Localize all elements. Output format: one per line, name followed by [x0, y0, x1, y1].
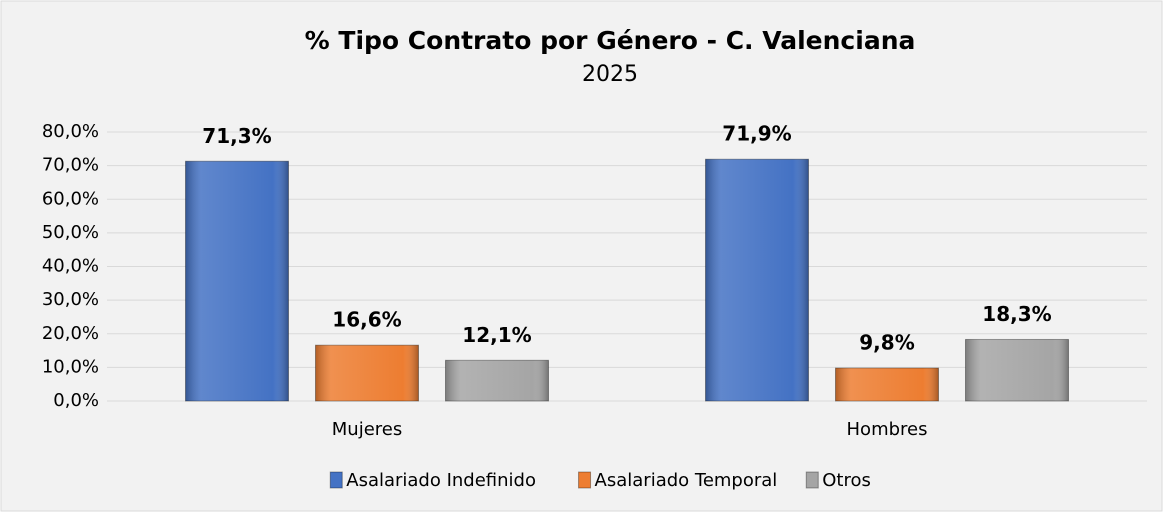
x-tick-label: Hombres: [847, 419, 928, 440]
y-tick-label: 20,0%: [42, 323, 99, 344]
legend-swatch: [578, 471, 592, 489]
bar: [705, 158, 809, 402]
y-tick-label: 60,0%: [42, 188, 99, 209]
bar: [315, 344, 419, 402]
chart-subtitle: 2025: [582, 62, 638, 87]
legend-label: Otros: [822, 470, 871, 491]
x-tick-label: Mujeres: [332, 419, 402, 440]
data-label: 18,3%: [982, 302, 1051, 326]
bar: [185, 160, 289, 402]
data-label: 9,8%: [859, 331, 914, 355]
y-tick-label: 80,0%: [42, 121, 99, 142]
bar: [835, 367, 939, 402]
legend-label: Asalariado Indefinido: [346, 470, 536, 491]
y-tick-label: 10,0%: [42, 356, 99, 377]
y-tick-label: 50,0%: [42, 222, 99, 243]
chart-title: % Tipo Contrato por Género - C. Valencia…: [305, 26, 916, 55]
data-label: 71,9%: [722, 122, 791, 146]
y-tick-label: 70,0%: [42, 155, 99, 176]
bar: [965, 338, 1069, 402]
legend-label: Asalariado Temporal: [595, 470, 778, 491]
data-label: 12,1%: [462, 323, 531, 347]
bar: [445, 359, 549, 402]
data-label: 16,6%: [332, 308, 401, 332]
y-tick-label: 30,0%: [42, 289, 99, 310]
legend-swatch: [805, 471, 819, 489]
legend-swatch: [329, 471, 343, 489]
data-label: 71,3%: [202, 124, 271, 148]
y-tick-label: 0,0%: [53, 390, 99, 411]
y-tick-label: 40,0%: [42, 256, 99, 277]
